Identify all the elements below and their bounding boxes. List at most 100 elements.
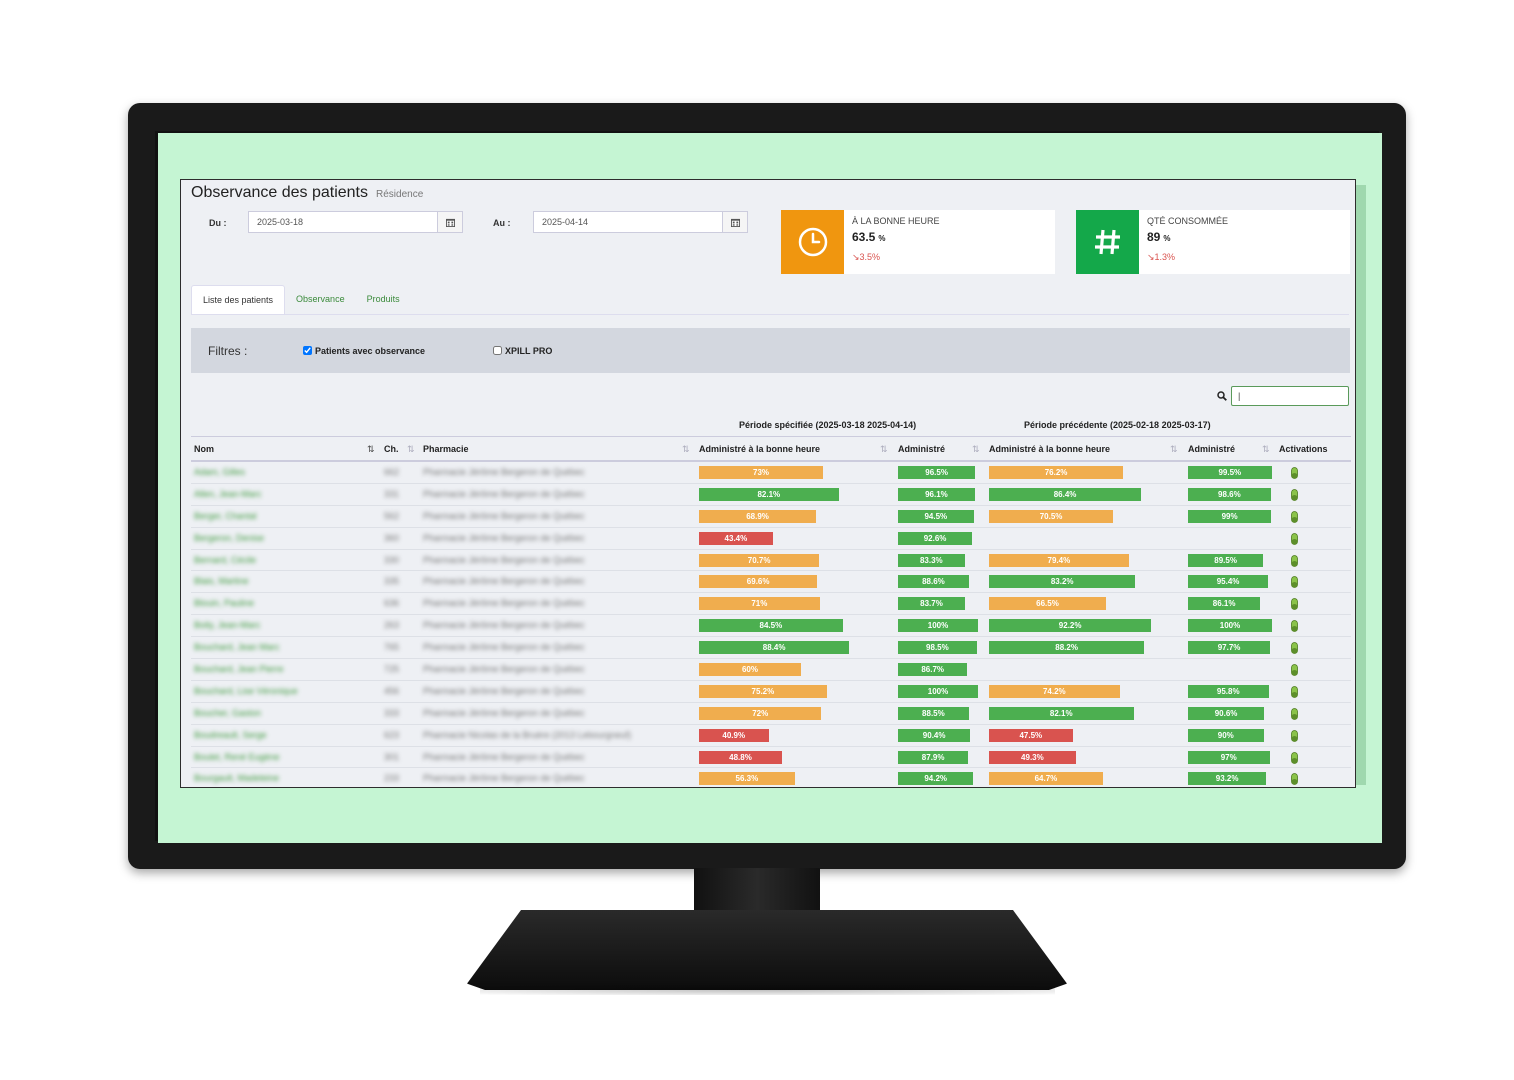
bar-prev-admin: 89.5%	[1188, 553, 1264, 567]
pill-icon[interactable]	[1291, 554, 1298, 567]
bar-cur-on-time: 43.4%	[699, 531, 773, 545]
filters-bar: Filtres : Patients avec observance XPILL…	[191, 328, 1350, 373]
pill-icon[interactable]	[1291, 488, 1298, 501]
kpi-value: 89	[1147, 230, 1161, 244]
pill-icon[interactable]	[1291, 707, 1298, 720]
to-calendar-button[interactable]	[722, 211, 748, 233]
sort-icon[interactable]: ⇅	[407, 444, 414, 454]
from-date-input[interactable]: 2025-03-18	[248, 211, 438, 233]
col-pharmacie[interactable]: Pharmacie	[423, 444, 469, 454]
table-row[interactable]: Boily, Jean-Marc 263 Pharmacie Jérôme Berg…	[191, 615, 1351, 638]
pill-icon[interactable]	[1291, 576, 1298, 589]
pill-icon[interactable]	[1291, 620, 1298, 633]
patient-name-link[interactable]: Bergeron, Denise	[194, 532, 265, 543]
bar-cur-on-time: 68.9%	[699, 509, 817, 523]
period-previous-heading: Période précédente (2025-02-18 2025-03-1…	[1024, 420, 1211, 430]
bar-prev-admin: 98.6%	[1188, 487, 1271, 501]
bar-cur-admin: 94.2%	[898, 772, 974, 786]
col-nom[interactable]: Nom	[194, 444, 214, 454]
bar-cur-on-time: 56.3%	[699, 772, 795, 786]
patient-name-link[interactable]: Boily, Jean-Marc	[194, 620, 261, 631]
table-row[interactable]: Bouchard, Lise Véronique 456 Pharmacie Jér…	[191, 681, 1351, 703]
search-input[interactable]: |	[1231, 386, 1349, 406]
to-date-input[interactable]: 2025-04-14	[533, 211, 723, 233]
col-chambre[interactable]: Ch.	[384, 444, 399, 454]
patients-observance-filter[interactable]: Patients avec observance	[303, 346, 493, 356]
col-cur-on-time[interactable]: Administré à la bonne heure	[699, 444, 821, 454]
pill-icon[interactable]	[1291, 664, 1298, 676]
pill-icon[interactable]	[1291, 773, 1298, 786]
table-row[interactable]: Bernard, Cécile 330 Pharmacie Jérôme Berge…	[191, 550, 1351, 572]
kpi-unit: %	[878, 234, 886, 243]
pill-icon[interactable]	[1291, 467, 1298, 479]
col-prev-on-time[interactable]: Administré à la bonne heure	[989, 444, 1111, 454]
patient-name-link[interactable]: Blais, Martine	[194, 576, 249, 587]
sort-icon[interactable]: ⇅	[367, 444, 374, 454]
patient-name-link[interactable]: Bouchard, Jean Marc	[194, 642, 280, 653]
sort-icon[interactable]: ⇅	[972, 444, 979, 454]
patient-name-link[interactable]: Adam, Gilles	[194, 467, 246, 477]
patient-name-link[interactable]: Bourgault, Madeleine	[194, 773, 280, 784]
table-row[interactable]: Boudreault, Serge 623 Pharmacie Nicolas de…	[191, 725, 1351, 747]
tab-produits[interactable]: Produits	[366, 294, 400, 304]
table-row[interactable]: Allen, Jean-Marc 331 Pharmacie Jérôme Berg…	[191, 484, 1351, 506]
pill-icon[interactable]	[1291, 686, 1298, 698]
tab-observance[interactable]: Observance	[296, 294, 345, 304]
pharmacy-name: Pharmacie Jérôme Bergeron de Québec	[423, 620, 585, 631]
to-label: Au :	[493, 218, 511, 228]
pill-icon[interactable]	[1291, 598, 1298, 611]
patient-name-link[interactable]: Bernard, Cécile	[194, 554, 257, 565]
table-row[interactable]: Boucher, Gaston 333 Pharmacie Jérôme Berge…	[191, 703, 1351, 725]
sort-icon[interactable]: ⇅	[1170, 444, 1177, 454]
patient-name-link[interactable]: Berger, Chantal	[194, 510, 257, 521]
bar-prev-on-time: 49.3%	[989, 750, 1076, 764]
sort-icon[interactable]: ⇅	[880, 444, 887, 454]
bar-cur-on-time: 72%	[699, 706, 822, 720]
patients-observance-checkbox[interactable]	[303, 346, 312, 355]
pill-icon[interactable]	[1291, 729, 1298, 742]
pill-icon[interactable]	[1291, 532, 1298, 545]
bar-prev-on-time: 76.2%	[989, 466, 1124, 479]
table-row[interactable]: Bouchard, Jean Pierre 725 Pharmacie Jérôme…	[191, 659, 1351, 681]
patient-name-link[interactable]: Blouin, Pauline	[194, 598, 255, 609]
table-row[interactable]: Bourgault, Madeleine 233 Pharmacie Jérôme …	[191, 768, 1351, 787]
bar-cur-on-time: 82.1%	[699, 487, 839, 501]
col-cur-admin[interactable]: Administré	[898, 444, 946, 454]
patient-name-link[interactable]: Bouchard, Jean Pierre	[194, 664, 284, 675]
xpill-checkbox[interactable]	[493, 346, 502, 355]
from-calendar-button[interactable]	[437, 211, 463, 233]
patient-name-link[interactable]: Bouchard, Lise Véronique	[194, 685, 298, 696]
table-header: Nom ⇅ Ch. ⇅ Pharmacie ⇅ Administré à la …	[191, 436, 1351, 462]
table-row[interactable]: Blais, Martine 335 Pharmacie Jérôme Berger…	[191, 571, 1351, 594]
pill-icon[interactable]	[1291, 751, 1298, 764]
bar-cur-admin: 83.7%	[898, 597, 965, 611]
patient-name-link[interactable]: Boudreault, Serge	[194, 729, 267, 740]
table-body: Adam, Gilles 662 Pharmacie Jérôme Bergeron…	[191, 462, 1351, 787]
pill-icon[interactable]	[1291, 642, 1298, 655]
bar-cur-admin: 88.5%	[898, 706, 969, 720]
patient-name-link[interactable]: Boulet, René Eugène	[194, 751, 280, 762]
patient-name-link[interactable]: Allen, Jean-Marc	[194, 488, 262, 499]
bar-prev-on-time: 66.5%	[989, 597, 1106, 611]
col-prev-admin[interactable]: Administré	[1188, 444, 1236, 454]
bar-prev-on-time: 83.2%	[989, 575, 1136, 589]
tab-patients[interactable]: Liste des patients	[191, 285, 286, 314]
sort-icon[interactable]: ⇅	[1262, 444, 1269, 454]
xpill-filter[interactable]: XPILL PRO	[493, 346, 552, 356]
table-row[interactable]: Bouchard, Jean Marc 765 Pharmacie Jérôme B…	[191, 637, 1351, 660]
table-row[interactable]: Blouin, Pauline 636 Pharmacie Jérôme Berge…	[191, 593, 1351, 616]
col-activations[interactable]: Activations	[1279, 444, 1328, 454]
table-row[interactable]: Boulet, René Eugène 301 Pharmacie Jérôme B…	[191, 747, 1351, 769]
pharmacy-name: Pharmacie Jérôme Bergeron de Québec	[423, 707, 585, 718]
pharmacy-name: Pharmacie Jérôme Bergeron de Québec	[423, 576, 585, 587]
table-row[interactable]: Adam, Gilles 662 Pharmacie Jérôme Bergeron…	[191, 462, 1351, 484]
bar-prev-on-time: 64.7%	[989, 772, 1103, 786]
sort-icon[interactable]: ⇅	[682, 444, 689, 454]
bar-prev-on-time: 70.5%	[989, 509, 1114, 523]
pill-icon[interactable]	[1291, 510, 1298, 523]
table-row[interactable]: Berger, Chantal 562 Pharmacie Jérôme Berge…	[191, 506, 1351, 528]
checkbox-label: Patients avec observance	[315, 345, 426, 356]
patient-name-link[interactable]: Boucher, Gaston	[194, 707, 262, 718]
table-row[interactable]: Bergeron, Denise 360 Pharmacie Jérôme Berg…	[191, 528, 1351, 550]
room-number: 636	[384, 598, 400, 609]
